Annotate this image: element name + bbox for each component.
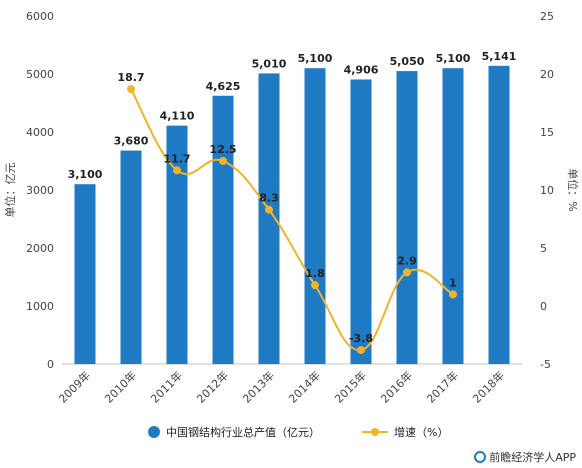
y2-tick-label: 10 (540, 184, 554, 197)
x-tick-label: 2016年 (378, 368, 415, 405)
y-tick-label: 6000 (26, 10, 54, 23)
growth-value-label: 12.5 (209, 143, 236, 156)
growth-point (357, 346, 365, 355)
growth-value-label: -3.8 (349, 332, 373, 345)
x-tick-label: 2015年 (332, 368, 369, 405)
x-tick-label: 2009年 (56, 368, 93, 405)
bar (442, 68, 464, 364)
y-tick-label: 0 (47, 358, 54, 371)
y2-tick-label: 0 (540, 300, 547, 313)
bar-value-label: 4,625 (206, 80, 241, 93)
growth-point (311, 281, 319, 290)
y-tick-label: 3000 (26, 184, 54, 197)
y2-tick-label: 20 (540, 68, 554, 81)
bar-value-label: 4,110 (160, 110, 195, 123)
y-tick-label: 2000 (26, 242, 54, 255)
bar (166, 125, 188, 365)
growth-value-label: 2.9 (397, 254, 417, 267)
legend-bar-label: 中国钢结构行业总产值（亿元） (166, 425, 320, 439)
brand-logo-icon (474, 451, 487, 463)
growth-point (127, 85, 135, 94)
growth-point (173, 166, 181, 175)
growth-point (265, 205, 273, 214)
bar-value-label: 5,010 (252, 57, 287, 70)
watermark-text: 前瞻经济学人APP (489, 451, 576, 464)
bar (350, 79, 372, 365)
bar-value-label: 5,050 (390, 55, 425, 68)
bar (304, 68, 326, 364)
growth-point (403, 268, 411, 277)
brand-watermark: 前瞻经济学人APP (474, 449, 576, 465)
bar (258, 73, 280, 365)
bar-value-label: 5,100 (298, 52, 333, 65)
bar-value-label: 5,100 (436, 52, 471, 65)
bar (488, 65, 510, 365)
line-series (127, 85, 457, 355)
bar-value-label: 3,680 (114, 135, 149, 148)
bar-series (74, 65, 510, 365)
growth-point (219, 157, 227, 165)
bar (120, 150, 142, 364)
growth-value-label: 11.7 (163, 152, 190, 165)
growth-line (130, 88, 454, 352)
y-tick-label: 5000 (26, 68, 54, 81)
legend-line-dot (371, 428, 379, 436)
y2-tick-label: 15 (540, 126, 554, 139)
y2-tick-label: 5 (540, 242, 547, 255)
data-labels: 3,100 3,680 4,110 4,625 5,010 5,100 4,906 5,050… (68, 50, 517, 345)
legend-bar-marker (148, 426, 160, 438)
bar-value-label: 4,906 (344, 63, 379, 76)
bar-value-label: 5,141 (482, 50, 517, 63)
growth-value-label: 1 (449, 276, 457, 289)
y2-tick-label: -5 (540, 358, 551, 371)
bar (212, 95, 234, 364)
bar (396, 71, 418, 364)
x-tick-label: 2017年 (424, 368, 461, 405)
growth-value-label: 8.3 (259, 192, 279, 205)
x-tick-label: 2018年 (470, 368, 507, 405)
x-tick-label: 2012年 (194, 368, 231, 405)
y-tick-label: 1000 (26, 300, 54, 313)
y-tick-label: 4000 (26, 126, 54, 139)
growth-point (449, 290, 457, 299)
y-axis-title: 单位：亿元 (3, 163, 17, 218)
y2-tick-label: 25 (540, 10, 554, 23)
x-tick-label: 2013年 (240, 368, 277, 405)
x-tick-label: 2010年 (102, 368, 139, 405)
x-tick-label: 2014年 (286, 368, 323, 405)
growth-value-label: 1.8 (305, 267, 325, 280)
x-tick-label: 2011年 (148, 368, 185, 405)
legend: 中国钢结构行业总产值（亿元） 增速（%） (148, 425, 448, 439)
bar-value-label: 3,100 (68, 168, 103, 181)
bar (74, 184, 96, 364)
legend-line-label: 增速（%） (394, 425, 448, 439)
y2-axis-title: 单位：% (566, 168, 580, 211)
growth-value-label: 18.7 (117, 71, 144, 84)
